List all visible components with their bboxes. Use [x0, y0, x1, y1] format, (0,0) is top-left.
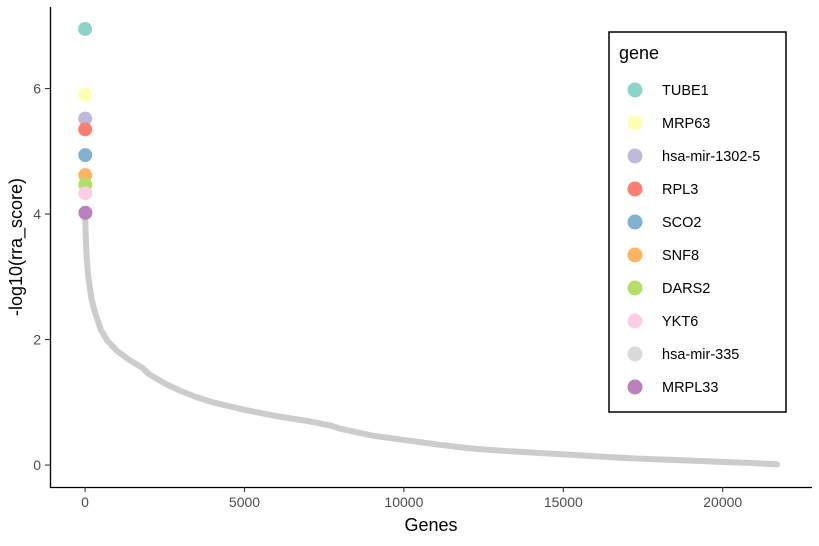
legend-label: hsa-mir-1302-5	[662, 149, 760, 165]
legend-label: SNF8	[662, 248, 699, 264]
legend-title: gene	[619, 43, 659, 63]
point-sco2	[78, 148, 93, 163]
legend-label: SCO2	[662, 215, 702, 231]
legend-key	[627, 181, 643, 197]
legend-label: TUBE1	[662, 83, 709, 99]
y-axis-title: -log10(rra_score)	[6, 178, 27, 316]
legend-label: YKT6	[662, 314, 698, 330]
point-tube1	[78, 21, 93, 36]
x-tick-label: 10000	[384, 494, 423, 510]
legend-key	[627, 82, 643, 98]
point-hsa-mir-1302-5	[78, 111, 93, 126]
legend-label: MRPL33	[662, 380, 718, 396]
y-tick-label: 4	[33, 206, 41, 222]
x-axis-ticks: 0 5000 10000 15000 20000	[81, 487, 742, 510]
legend-key	[627, 148, 643, 164]
points-layer	[78, 21, 93, 220]
legend-items: TUBE1 MRP63 hsa-mir-1302-5 RPL3 SCO2 SNF8 DARS…	[627, 82, 760, 396]
x-tick-label: 5000	[229, 494, 260, 510]
legend-key	[627, 115, 643, 131]
point-rpl3	[78, 122, 93, 137]
y-tick-label: 0	[33, 457, 41, 473]
legend-key	[627, 247, 643, 263]
legend-label: RPL3	[662, 182, 698, 198]
point-mrpl33	[78, 205, 93, 220]
series-curve-hsa-mir-335	[82, 209, 780, 468]
x-axis-title: Genes	[404, 515, 457, 535]
y-tick-label: 2	[33, 332, 41, 348]
plot-area	[78, 21, 780, 468]
legend-label: DARS2	[662, 281, 710, 297]
point-mrp63	[78, 87, 93, 102]
x-tick-label: 0	[81, 494, 89, 510]
legend-label: MRP63	[662, 116, 710, 132]
legend-key	[627, 313, 643, 329]
legend-label: hsa-mir-335	[662, 347, 739, 363]
legend: gene TUBE1 MRP63 hsa-mir-1302-5 RPL3 SCO2 SNF…	[608, 31, 787, 413]
x-tick-label: 20000	[703, 494, 742, 510]
y-axis-ticks: 0 2 4 6	[33, 81, 50, 473]
x-tick-label: 15000	[544, 494, 583, 510]
curve-layer	[82, 209, 780, 468]
legend-key	[627, 214, 643, 230]
legend-key	[627, 346, 643, 362]
legend-key	[627, 280, 643, 296]
legend-key	[627, 379, 643, 395]
point-ykt6	[78, 186, 93, 201]
y-tick-label: 6	[33, 81, 41, 97]
